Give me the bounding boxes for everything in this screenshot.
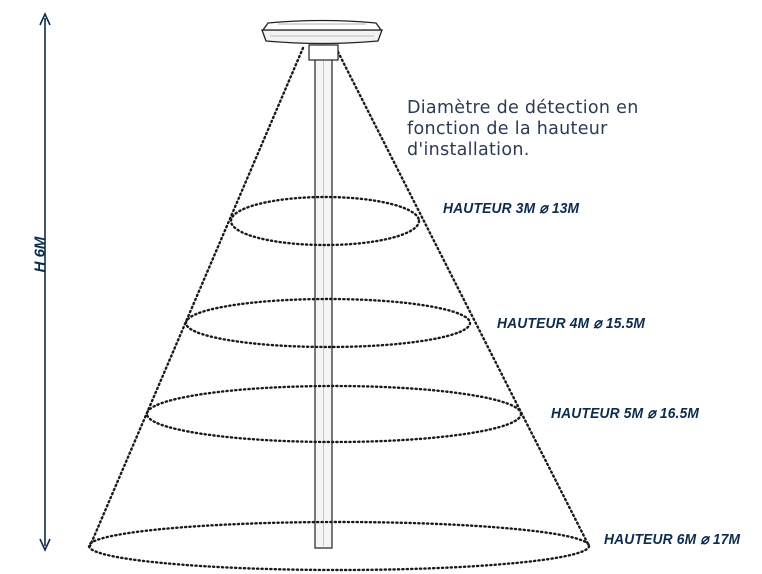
- level-label-5m: HAUTEUR 5M ⌀ 16.5M: [551, 405, 700, 422]
- zone-ellipse-3m: [229, 195, 421, 247]
- height-label: H 6M: [31, 236, 49, 273]
- description-text: Diamètre de détection en fonction de la …: [407, 98, 639, 161]
- zone-ellipse-6m: [87, 520, 591, 572]
- zone-ellipse-4m: [184, 297, 472, 349]
- description-line-2: fonction de la hauteur: [407, 119, 608, 139]
- level-label-3m: HAUTEUR 3M ⌀ 13M: [443, 200, 580, 217]
- level-label-6m: HAUTEUR 6M ⌀ 17M: [604, 531, 741, 548]
- lamp-pole: [308, 44, 339, 549]
- level-label-4m: HAUTEUR 4M ⌀ 15.5M: [497, 315, 646, 332]
- lamp-head: [261, 19, 383, 45]
- height-arrow: [39, 12, 51, 552]
- description-line-1: Diamètre de détection en: [407, 98, 639, 118]
- description-line-3: d'installation.: [407, 140, 530, 160]
- detection-cone: [88, 46, 591, 548]
- zone-ellipse-5m: [145, 384, 523, 444]
